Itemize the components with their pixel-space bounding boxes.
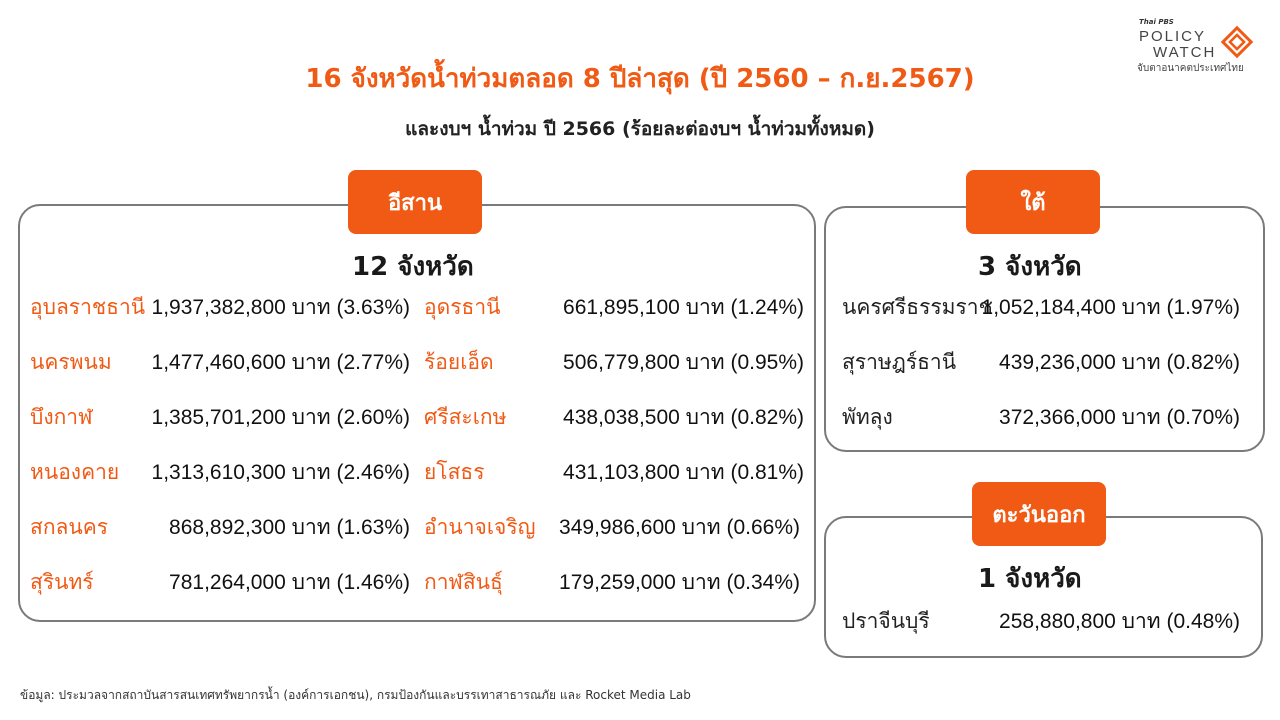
- isan-panel: [18, 204, 816, 622]
- list-item: นครพนม 1,477,460,600 บาท (2.77%): [30, 344, 410, 380]
- logo-tagline: จับตาอนาคตประเทศไทย: [1137, 63, 1244, 74]
- budget-value: 506,779,800 บาท (0.95%): [563, 350, 804, 374]
- budget-value: 868,892,300 บาท (1.63%): [169, 515, 410, 539]
- list-item: หนองคาย 1,313,610,300 บาท (2.46%): [30, 454, 410, 490]
- list-item: สุราษฎร์ธานี 439,236,000 บาท (0.82%): [842, 344, 1240, 380]
- isan-region-tag: อีสาน: [348, 170, 482, 234]
- page-title: 16 จังหวัดน้ำท่วมตลอด 8 ปีล่าสุด (ปี 256…: [305, 64, 975, 94]
- list-item: อำนาจเจริญ 349,986,600 บาท (0.66%): [424, 509, 800, 545]
- province-name: ยโสธร: [424, 459, 485, 484]
- list-item: สกลนคร 868,892,300 บาท (1.63%): [30, 509, 410, 545]
- list-item: ยโสธร 431,103,800 บาท (0.81%): [424, 454, 804, 490]
- province-name: อุบลราชธานี: [30, 294, 146, 319]
- budget-value: 179,259,000 บาท (0.34%): [559, 570, 800, 594]
- list-item: พัทลุง 372,366,000 บาท (0.70%): [842, 399, 1240, 435]
- list-item: ศรีสะเกษ 438,038,500 บาท (0.82%): [424, 399, 804, 435]
- budget-value: 1,313,610,300 บาท (2.46%): [151, 460, 410, 484]
- province-name: สุรินทร์: [30, 569, 94, 594]
- south-region-tag: ใต้: [966, 170, 1100, 234]
- budget-value: 661,895,100 บาท (1.24%): [563, 295, 804, 319]
- list-item: สุรินทร์ 781,264,000 บาท (1.46%): [30, 564, 410, 600]
- list-item: กาฬสินธุ์ 179,259,000 บาท (0.34%): [424, 564, 800, 600]
- budget-value: 1,477,460,600 บาท (2.77%): [151, 350, 410, 374]
- list-item: ร้อยเอ็ด 506,779,800 บาท (0.95%): [424, 344, 804, 380]
- budget-value: 431,103,800 บาท (0.81%): [563, 460, 804, 484]
- province-name: นครศรีธรรมราช: [842, 294, 993, 319]
- list-item: ปราจีนบุรี 258,880,800 บาท (0.48%): [842, 603, 1240, 639]
- east-region-tag: ตะวันออก: [972, 482, 1106, 546]
- list-item: บึงกาฬ 1,385,701,200 บาท (2.60%): [30, 399, 410, 435]
- logo-line1: POLICY: [1139, 28, 1207, 45]
- policy-watch-logo: Thai PBS POLICY WATCH จับตาอนาคตประเทศไท…: [1135, 18, 1265, 74]
- diamond-logo-icon: [1220, 25, 1254, 59]
- province-name: อุดรธานี: [424, 294, 501, 319]
- page-subtitle: และงบฯ น้ำท่วม ปี 2566 (ร้อยละต่องบฯ น้ำ…: [405, 118, 875, 140]
- list-item: นครศรีธรรมราช 1,052,184,400 บาท (1.97%): [842, 289, 1240, 325]
- province-name: หนองคาย: [30, 459, 120, 484]
- province-name: กาฬสินธุ์: [424, 569, 503, 594]
- province-name: พัทลุง: [842, 404, 893, 429]
- budget-value: 438,038,500 บาท (0.82%): [563, 405, 804, 429]
- province-name: ปราจีนบุรี: [842, 608, 930, 633]
- source-footnote: ข้อมูล: ประมวลจากสถาบันสารสนเทศทรัพยากรน…: [20, 688, 691, 702]
- budget-value: 439,236,000 บาท (0.82%): [999, 350, 1240, 374]
- province-name: ศรีสะเกษ: [424, 404, 507, 429]
- province-name: บึงกาฬ: [30, 404, 93, 429]
- list-item: อุดรธานี 661,895,100 บาท (1.24%): [424, 289, 804, 325]
- budget-value: 372,366,000 บาท (0.70%): [999, 405, 1240, 429]
- province-name: นครพนม: [30, 349, 112, 374]
- list-item: อุบลราชธานี 1,937,382,800 บาท (3.63%): [30, 289, 410, 325]
- east-province-count: 1 จังหวัด: [978, 564, 1082, 594]
- province-name: สุราษฎร์ธานี: [842, 349, 957, 374]
- logo-small-text: Thai PBS: [1139, 18, 1174, 26]
- budget-value: 1,385,701,200 บาท (2.60%): [151, 405, 410, 429]
- budget-value: 349,986,600 บาท (0.66%): [559, 515, 800, 539]
- logo-line2: WATCH: [1153, 44, 1217, 61]
- budget-value: 781,264,000 บาท (1.46%): [169, 570, 410, 594]
- province-name: อำนาจเจริญ: [424, 514, 536, 539]
- isan-province-count: 12 จังหวัด: [352, 252, 474, 282]
- budget-value: 1,052,184,400 บาท (1.97%): [981, 295, 1240, 319]
- province-name: ร้อยเอ็ด: [424, 349, 494, 374]
- budget-value: 1,937,382,800 บาท (3.63%): [151, 295, 410, 319]
- south-province-count: 3 จังหวัด: [978, 252, 1082, 282]
- budget-value: 258,880,800 บาท (0.48%): [999, 609, 1240, 633]
- province-name: สกลนคร: [30, 514, 109, 539]
